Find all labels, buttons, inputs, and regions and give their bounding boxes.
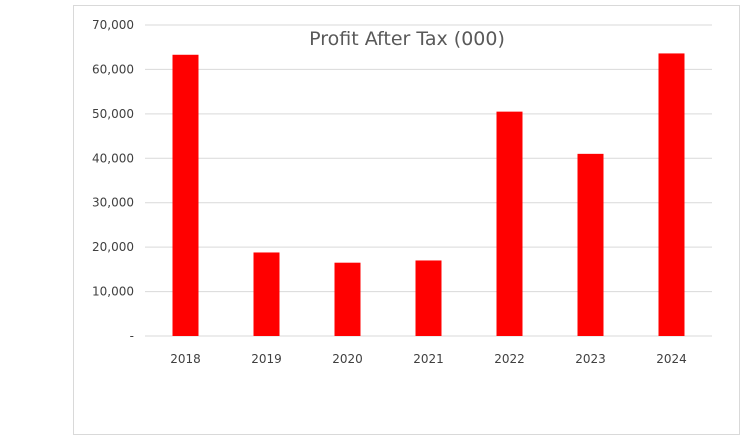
y-axis-tick-labels: - 10,000 20,000 30,000 40,000 50,000 60,000 70,… — [92, 18, 134, 343]
chart-title: Profit After Tax (000) — [309, 28, 505, 50]
bar-2018 — [172, 54, 199, 336]
bar-2020 — [334, 262, 361, 336]
bar-2024 — [658, 53, 685, 336]
y-tick-label: 60,000 — [92, 62, 134, 76]
y-tick-label: 40,000 — [92, 151, 134, 165]
gridlines — [145, 24, 712, 337]
x-axis-tick-labels: 2018 2019 2020 2021 2022 2023 2024 — [170, 352, 687, 366]
y-tick-label: 10,000 — [92, 285, 134, 299]
bar-2021 — [415, 260, 442, 336]
y-tick-label: - — [130, 329, 134, 343]
y-tick-label: 50,000 — [92, 107, 134, 121]
y-tick-label: 20,000 — [92, 240, 134, 254]
bar-2019 — [253, 252, 280, 336]
bars — [172, 53, 685, 336]
x-tick-label: 2022 — [494, 352, 525, 366]
x-tick-label: 2023 — [575, 352, 606, 366]
x-tick-label: 2021 — [413, 352, 444, 366]
bar-2022 — [496, 111, 523, 336]
y-tick-label: 70,000 — [92, 18, 134, 32]
x-tick-label: 2019 — [251, 352, 282, 366]
x-tick-label: 2020 — [332, 352, 363, 366]
y-tick-label: 30,000 — [92, 196, 134, 210]
x-tick-label: 2018 — [170, 352, 201, 366]
x-tick-label: 2024 — [656, 352, 687, 366]
bar-2023 — [577, 153, 604, 336]
